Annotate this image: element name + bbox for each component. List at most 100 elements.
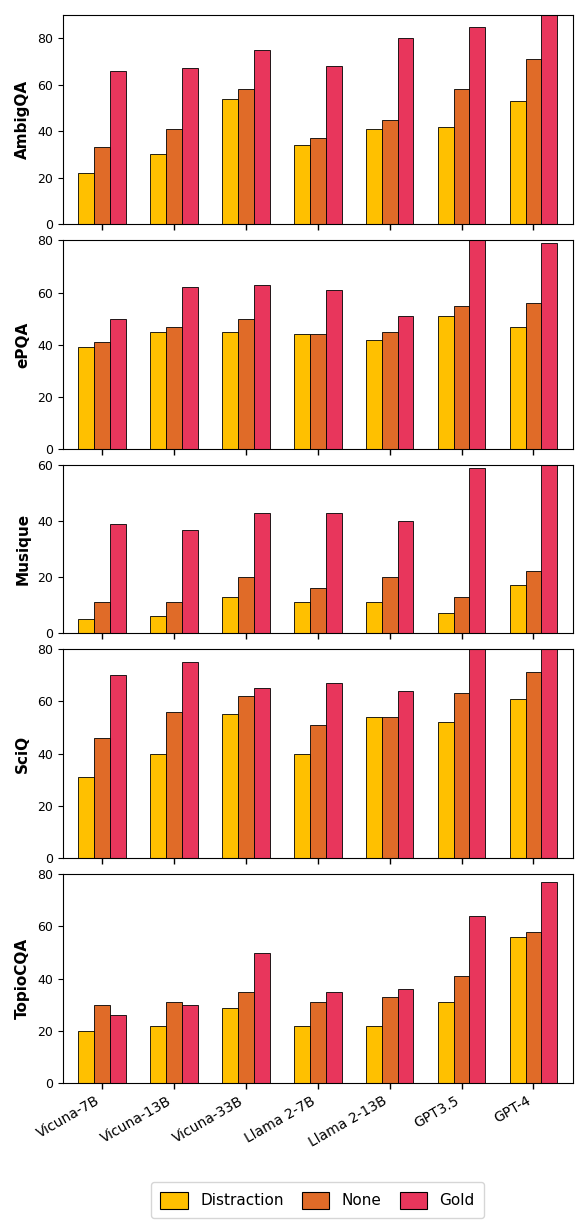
Bar (238, 696, 254, 858)
Bar (382, 332, 397, 450)
Bar (454, 694, 469, 858)
Bar (254, 50, 270, 224)
Bar (182, 287, 198, 450)
Bar (294, 1026, 310, 1084)
Bar (454, 305, 469, 450)
Bar (78, 619, 94, 633)
Bar (510, 101, 526, 224)
Bar (326, 683, 342, 858)
Bar (382, 997, 397, 1084)
Bar (366, 602, 382, 633)
Bar (78, 777, 94, 858)
Bar (438, 316, 454, 450)
Bar (94, 342, 110, 450)
Bar (526, 303, 542, 450)
Bar (310, 588, 326, 633)
Bar (454, 89, 469, 224)
Bar (222, 715, 238, 858)
Bar (397, 989, 413, 1084)
Bar (166, 129, 182, 224)
Bar (166, 1003, 182, 1084)
Y-axis label: Musique: Musique (15, 514, 30, 585)
Bar (166, 711, 182, 858)
Bar (397, 690, 413, 858)
Bar (397, 38, 413, 224)
Bar (182, 662, 198, 858)
Bar (382, 717, 397, 858)
Bar (110, 676, 126, 858)
Bar (526, 932, 542, 1084)
Bar (438, 126, 454, 224)
Bar (151, 754, 166, 858)
Bar (110, 1015, 126, 1084)
Bar (542, 15, 557, 224)
Bar (454, 597, 469, 633)
Bar (469, 240, 485, 450)
Bar (454, 976, 469, 1084)
Bar (469, 649, 485, 858)
Bar (510, 586, 526, 633)
Bar (326, 289, 342, 450)
Bar (294, 754, 310, 858)
Bar (438, 613, 454, 633)
Bar (254, 953, 270, 1084)
Bar (94, 1005, 110, 1084)
Bar (254, 512, 270, 633)
Bar (510, 937, 526, 1084)
Bar (310, 1003, 326, 1084)
Bar (326, 66, 342, 224)
Bar (110, 319, 126, 450)
Bar (397, 521, 413, 633)
Bar (526, 571, 542, 633)
Bar (182, 1005, 198, 1084)
Bar (310, 335, 326, 450)
Bar (469, 468, 485, 633)
Bar (151, 1026, 166, 1084)
Bar (110, 524, 126, 633)
Bar (222, 98, 238, 224)
Bar (510, 326, 526, 450)
Bar (382, 120, 397, 224)
Y-axis label: AmbigQA: AmbigQA (15, 80, 30, 159)
Bar (294, 602, 310, 633)
Legend: Distraction, None, Gold: Distraction, None, Gold (151, 1182, 484, 1219)
Bar (238, 992, 254, 1084)
Bar (469, 27, 485, 224)
Bar (94, 147, 110, 224)
Bar (542, 243, 557, 450)
Bar (222, 332, 238, 450)
Bar (94, 602, 110, 633)
Bar (526, 672, 542, 858)
Bar (294, 145, 310, 224)
Bar (469, 916, 485, 1084)
Bar (238, 89, 254, 224)
Bar (542, 881, 557, 1084)
Bar (326, 512, 342, 633)
Bar (110, 71, 126, 224)
Bar (254, 284, 270, 450)
Bar (78, 347, 94, 450)
Bar (366, 340, 382, 450)
Bar (94, 738, 110, 858)
Bar (438, 1003, 454, 1084)
Bar (254, 688, 270, 858)
Bar (238, 577, 254, 633)
Bar (166, 326, 182, 450)
Bar (166, 602, 182, 633)
Bar (78, 1031, 94, 1084)
Y-axis label: ePQA: ePQA (15, 321, 30, 368)
Bar (310, 725, 326, 858)
Y-axis label: SciQ: SciQ (15, 734, 30, 772)
Bar (78, 173, 94, 224)
Bar (151, 332, 166, 450)
Bar (310, 139, 326, 224)
Bar (542, 623, 557, 858)
Bar (366, 1026, 382, 1084)
Bar (294, 335, 310, 450)
Bar (182, 530, 198, 633)
Bar (542, 435, 557, 633)
Bar (366, 129, 382, 224)
Bar (151, 154, 166, 224)
Bar (151, 617, 166, 633)
Bar (510, 699, 526, 858)
